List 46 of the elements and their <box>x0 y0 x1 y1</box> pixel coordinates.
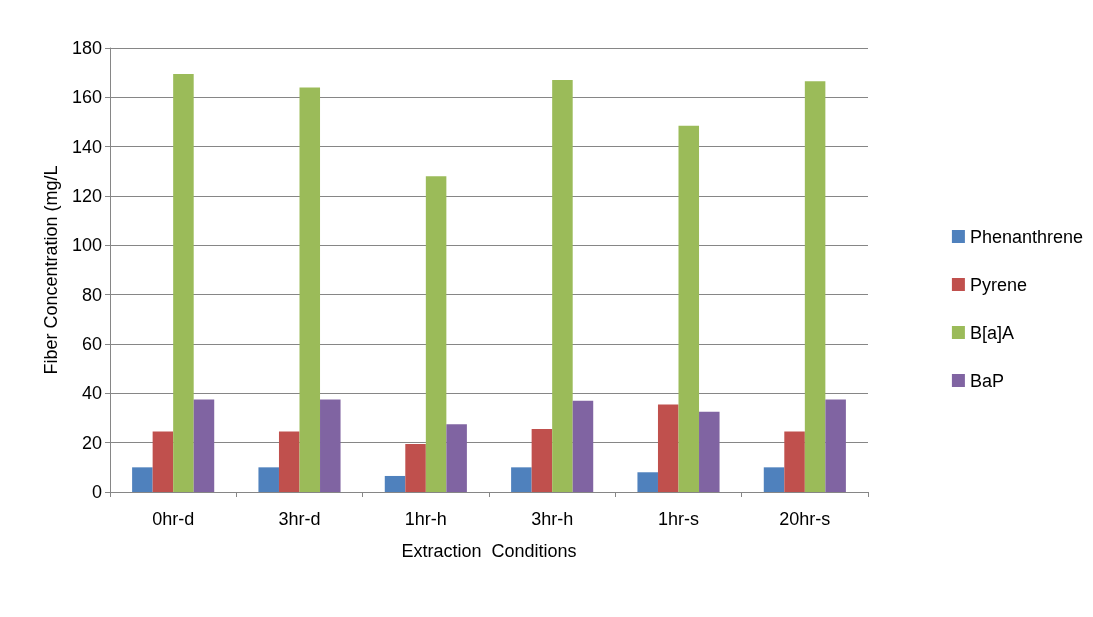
bar <box>637 472 658 492</box>
bar <box>384 475 406 492</box>
x-tick-label: 1hr-h <box>404 509 447 529</box>
x-tick-label: 20hr-s <box>779 509 831 529</box>
x-tick-label: 3hr-h <box>531 509 574 529</box>
x-axis-title: Extraction Conditions <box>401 541 577 561</box>
bar <box>320 399 341 492</box>
bar <box>572 400 594 492</box>
x-tick-label: 1hr-s <box>657 509 700 529</box>
x-tick-label: 3hr-d <box>278 509 321 529</box>
x-tick-label: 0hr-d <box>152 509 195 529</box>
y-tick-label: 120 <box>71 186 102 206</box>
bar <box>699 411 720 492</box>
bar <box>258 467 279 492</box>
y-tick-label: 40 <box>81 383 102 404</box>
bar <box>657 404 679 492</box>
bar <box>299 87 321 492</box>
bar <box>132 467 153 492</box>
legend-label: Pyrene <box>969 274 1027 295</box>
bar <box>825 399 846 492</box>
y-tick-label: 180 <box>71 38 102 58</box>
y-tick-label: 140 <box>71 136 102 157</box>
bar <box>193 399 215 492</box>
bar <box>173 73 194 492</box>
bar <box>405 443 426 492</box>
y-tick-label: 80 <box>81 284 102 305</box>
bar <box>531 429 553 492</box>
bar <box>678 125 700 492</box>
legend-label: BaP <box>969 370 1004 391</box>
bar <box>804 81 826 492</box>
y-tick-label: 60 <box>81 334 102 354</box>
y-tick-label: 160 <box>71 87 102 108</box>
bar <box>446 424 467 492</box>
legend-label: Phenanthrene <box>969 226 1084 247</box>
y-tick-label: 100 <box>71 235 102 256</box>
legend-label: B[a]A <box>969 322 1014 343</box>
bar <box>552 80 573 492</box>
bar <box>152 431 174 492</box>
y-tick-label: 0 <box>91 482 102 502</box>
bar <box>784 431 805 492</box>
y-tick-label: 20 <box>81 432 102 453</box>
bar <box>425 176 447 492</box>
bar <box>278 431 300 492</box>
y-axis-title: Fiber Concentration (mg/L <box>41 165 61 375</box>
bar <box>763 467 785 492</box>
bar <box>511 467 532 492</box>
